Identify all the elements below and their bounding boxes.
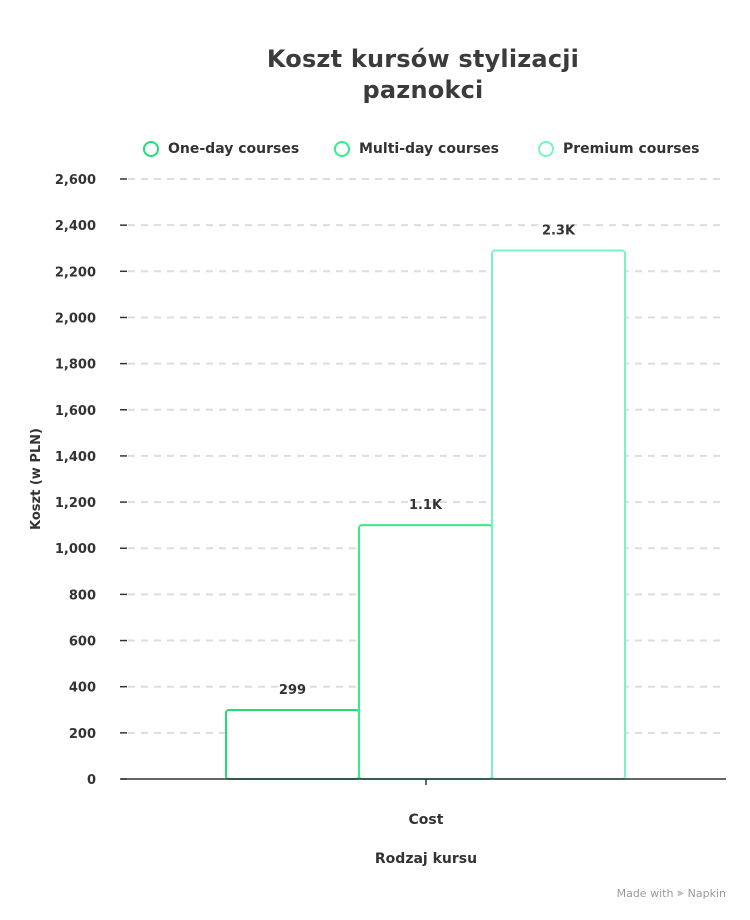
y-tick-label: 0 xyxy=(87,773,96,788)
y-tick-label: 600 xyxy=(69,635,96,650)
y-tick-label: 400 xyxy=(69,681,96,696)
data-label: 299 xyxy=(279,683,306,698)
footer-watermark: Made with ⫸ Napkin xyxy=(617,886,726,900)
x-category-label: Cost xyxy=(409,812,444,828)
x-axis-title: Rodzaj kursu xyxy=(375,851,477,867)
legend-swatch-one-day xyxy=(143,141,159,157)
legend-label-one-day: One-day courses xyxy=(168,141,300,157)
napkin-logo-icon: ⫸ xyxy=(677,886,684,899)
y-tick-label: 2,600 xyxy=(55,173,96,188)
chart-title: Koszt kursów stylizacji paznokci xyxy=(266,45,580,104)
legend: One-day courses Multi-day courses Premiu… xyxy=(0,141,750,161)
y-tick-label: 200 xyxy=(69,727,96,742)
data-label: 2.3K xyxy=(542,224,576,239)
footer-made-with: Made with xyxy=(616,886,674,900)
legend-item-premium[interactable]: Premium courses xyxy=(538,141,699,157)
legend-label-multi-day: Multi-day courses xyxy=(359,141,499,157)
bar-premium-courses[interactable] xyxy=(491,249,626,781)
bar-multi-day-courses[interactable] xyxy=(358,524,493,781)
y-tick-label: 1,400 xyxy=(55,450,96,465)
y-tick-label: 2,000 xyxy=(55,311,96,326)
footer-brand: Napkin xyxy=(687,886,726,900)
legend-label-premium: Premium courses xyxy=(563,141,700,157)
y-tick-label: 1,800 xyxy=(55,358,96,373)
legend-swatch-premium xyxy=(538,141,554,157)
legend-item-multi-day[interactable]: Multi-day courses xyxy=(334,141,499,157)
legend-item-one-day[interactable]: One-day courses xyxy=(143,141,299,157)
y-tick-label: 1,200 xyxy=(55,496,96,511)
data-label: 1.1K xyxy=(409,498,443,513)
y-axis-title: Koszt (w PLN) xyxy=(29,428,44,530)
bar-one-day-courses[interactable] xyxy=(225,709,360,780)
y-tick-label: 2,200 xyxy=(55,265,96,280)
y-tick-label: 1,000 xyxy=(55,542,96,557)
y-tick-label: 1,600 xyxy=(55,404,96,419)
legend-swatch-multi-day xyxy=(334,141,350,157)
y-tick-label: 800 xyxy=(69,588,96,603)
y-tick-label: 2,400 xyxy=(55,219,96,234)
